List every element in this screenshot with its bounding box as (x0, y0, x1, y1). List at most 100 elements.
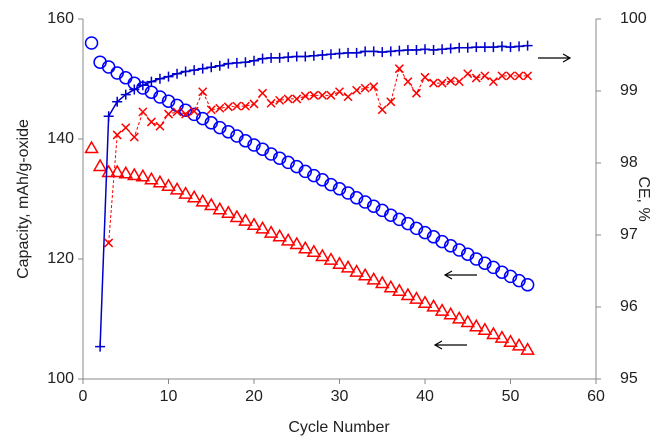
triangle-marker (434, 303, 450, 316)
x-marker (420, 72, 430, 82)
plus-marker (522, 40, 533, 51)
plus-marker (505, 42, 516, 53)
circle-marker (443, 239, 458, 253)
plus-marker (514, 41, 525, 52)
x-marker (189, 106, 199, 116)
circle-marker (161, 94, 176, 108)
plus-marker (300, 51, 311, 62)
x-marker (146, 117, 156, 127)
x-marker (523, 71, 533, 81)
x-tick-label: 60 (587, 388, 605, 405)
triangle-marker (409, 291, 424, 304)
y2-tick-label: 97 (620, 226, 638, 243)
triangle-marker (349, 264, 364, 277)
triangle-marker (203, 197, 219, 211)
plus-marker (95, 341, 106, 352)
circle-marker (264, 147, 278, 161)
triangle-marker (161, 178, 176, 192)
x-marker (334, 87, 345, 97)
triangle-marker (92, 158, 108, 172)
circle-marker (409, 221, 424, 236)
x-marker (317, 90, 327, 100)
circle-marker (84, 36, 99, 50)
circle-marker (281, 155, 295, 170)
x-marker (403, 77, 413, 87)
circle-marker (358, 195, 372, 209)
x-tick-label: 10 (160, 388, 178, 405)
x-marker (249, 99, 259, 109)
triangle-marker (366, 271, 381, 285)
x-marker (104, 238, 114, 248)
plus-marker (368, 46, 379, 57)
arrow-right (538, 53, 572, 63)
circle-marker (495, 265, 509, 279)
triangle-marker (306, 244, 322, 258)
x-marker (266, 98, 276, 108)
x-marker (155, 121, 165, 131)
plus-marker (479, 42, 490, 53)
x-marker (488, 77, 498, 87)
x-marker (514, 71, 524, 81)
circle-marker (478, 256, 492, 270)
triangle-marker (511, 337, 527, 351)
x-marker (223, 102, 233, 112)
x-marker (198, 87, 208, 97)
y2-tick-label: 100 (620, 10, 647, 27)
triangle-marker (323, 252, 339, 265)
x-axis-label: Cycle Number (288, 419, 390, 436)
series-line (99, 44, 528, 347)
plus-marker (214, 60, 225, 71)
triangle-marker (520, 342, 535, 355)
circle-marker (238, 134, 253, 148)
y-tick-label: 160 (47, 10, 74, 27)
x-marker (369, 82, 379, 92)
arrows (433, 53, 572, 350)
x-marker (181, 109, 191, 119)
triangle-marker (469, 318, 484, 332)
triangle-marker (443, 306, 458, 320)
x-marker (411, 88, 421, 98)
triangle-marker (357, 267, 373, 281)
plus-marker (197, 63, 208, 74)
x-marker (343, 92, 353, 102)
triangle-marker (494, 330, 510, 343)
x-marker (505, 71, 516, 81)
triangle-marker (144, 171, 159, 185)
x-marker (283, 94, 293, 104)
plus-marker (445, 43, 456, 54)
triangle-marker (135, 168, 151, 182)
plus-marker (343, 47, 354, 58)
plus-marker (325, 49, 336, 60)
y2-axis-label: CE, % (635, 176, 652, 221)
triangle-marker (417, 295, 433, 309)
circle-marker (520, 278, 535, 292)
circle-marker (435, 234, 449, 249)
plus-marker (428, 44, 439, 55)
plus-marker (488, 42, 499, 53)
triangle-marker (272, 228, 287, 242)
plus-marker (462, 42, 473, 53)
circle-marker (153, 90, 167, 104)
x-tick-label: 50 (502, 388, 520, 405)
x-tick-label: 0 (79, 388, 88, 405)
plus-marker (334, 48, 345, 59)
y2-tick-label: 98 (620, 154, 638, 171)
x-marker (121, 123, 131, 133)
x-marker (463, 69, 473, 79)
triangle-marker (238, 213, 253, 226)
triangle-marker (186, 189, 202, 203)
triangle-marker (383, 279, 399, 293)
x-marker (112, 130, 122, 140)
circle-marker (195, 111, 210, 126)
triangle-marker (400, 287, 416, 301)
circle-marker (418, 225, 432, 240)
plus-marker (206, 62, 217, 73)
x-marker (497, 71, 507, 81)
x-marker (258, 88, 268, 98)
plus-marker (137, 80, 148, 91)
y-axis-label: Capacity, mAh/g-oxide (15, 119, 32, 279)
plus-marker (266, 52, 277, 63)
plus-marker (112, 96, 123, 107)
y2-tick-label: 96 (620, 298, 638, 315)
